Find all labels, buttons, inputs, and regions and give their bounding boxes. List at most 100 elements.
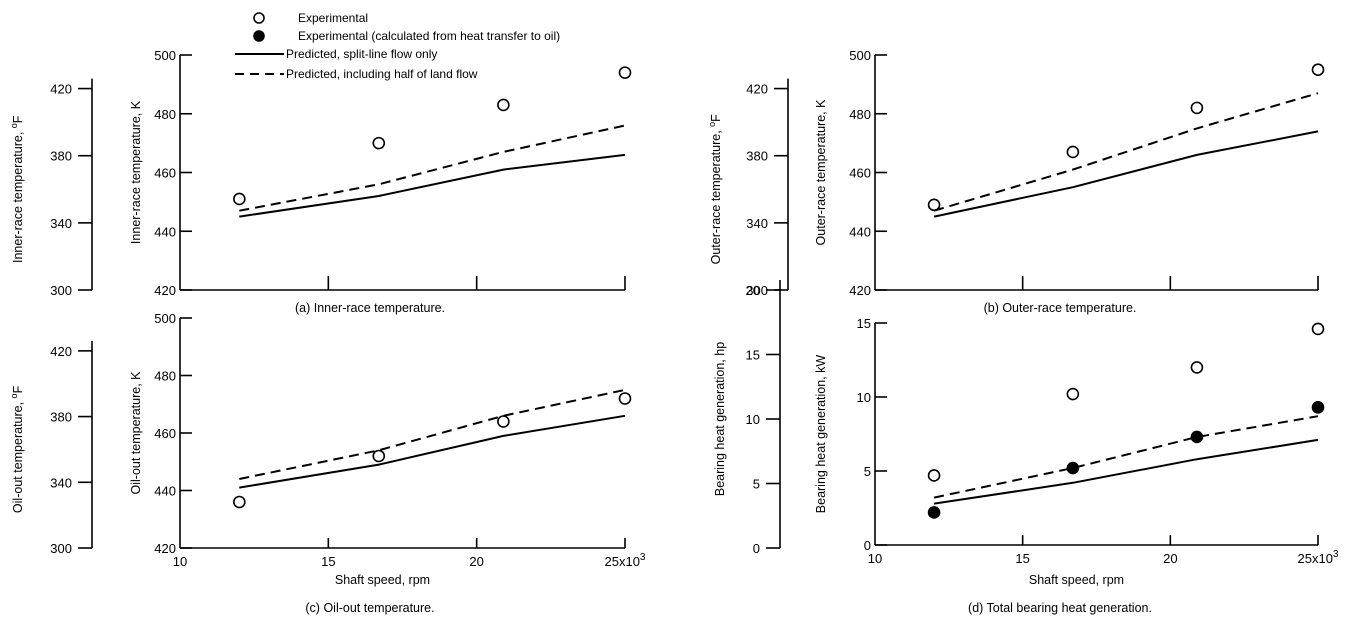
legend: Experimental Experimental (calculated fro… — [235, 11, 560, 81]
legend-item: Predicted, split-line flow only — [235, 47, 437, 61]
x-tick-label: 15 — [1015, 551, 1029, 566]
secondary-y-tick-label: 420 — [50, 344, 72, 359]
experimental-oil-point — [927, 506, 941, 519]
y-tick-label: 480 — [849, 107, 871, 122]
legend-label: Predicted, including half of land flow — [286, 67, 478, 81]
y-axis-label: Outer-race temperature, K — [814, 99, 828, 246]
panel-caption: (c) Oil-out temperature. — [305, 601, 434, 615]
predicted-split-line-flow-line — [239, 414, 626, 489]
secondary-y-axis-label: Oil-out temperature, oF — [9, 385, 25, 513]
experimental-point — [497, 98, 510, 112]
y-tick-label: 10 — [857, 390, 871, 405]
y-tick-label: 420 — [849, 283, 871, 298]
predicted-half-land-flow-line — [239, 388, 626, 480]
secondary-y-tick-label: 20 — [746, 283, 760, 298]
secondary-y-axis: 0 5 10 15 20 Bearing heat generation, hp — [713, 280, 781, 556]
experimental-point — [1190, 101, 1204, 115]
experimental-point — [618, 392, 632, 405]
y-tick-label: 460 — [849, 166, 871, 181]
x-tick-label: 20 — [469, 554, 483, 569]
experimental-oil-point — [1066, 461, 1080, 475]
x-tick-label: 20 — [1163, 551, 1177, 566]
y-tick-label: 440 — [154, 484, 176, 499]
y-tick-label: 420 — [154, 283, 176, 298]
experimental-point — [1311, 322, 1325, 336]
experimental-point — [1311, 63, 1325, 76]
secondary-y-tick-label: 300 — [50, 541, 72, 556]
predicted-half-land-flow-line — [933, 415, 1319, 499]
y-tick-label: 460 — [154, 166, 176, 181]
secondary-y-tick-label: 300 — [50, 283, 72, 298]
legend-item: Experimental (calculated from heat trans… — [253, 29, 560, 43]
panel-c: 420 440 460 480 500 10 15 20 25x103 Oil-out tempe… — [9, 311, 646, 615]
secondary-y-tick-label: 340 — [746, 216, 768, 231]
secondary-y-axis-label: Bearing heat generation, hp — [713, 342, 727, 496]
panel-caption: (a) Inner-race temperature. — [295, 301, 445, 315]
panel-caption: (b) Outer-race temperature. — [984, 301, 1137, 315]
secondary-y-axis: 300 340 380 420 Inner-race temperature, oF — [9, 78, 93, 298]
legend-filled-circle-marker — [253, 30, 265, 42]
experimental-point — [233, 192, 246, 206]
legend-item: Experimental — [253, 11, 368, 25]
x-tick-label: 25x103 — [1298, 549, 1339, 566]
experimental-point — [927, 469, 941, 482]
legend-label: Predicted, split-line flow only — [286, 47, 437, 61]
legend-label: Experimental (calculated from heat trans… — [298, 29, 560, 43]
predicted-split-line-flow-line — [933, 130, 1319, 218]
x-tick-label: 10 — [868, 551, 882, 566]
experimental-point — [1190, 361, 1204, 374]
secondary-y-tick-label: 300 — [746, 283, 768, 298]
secondary-y-axis: 300 340 380 420 Oil-out temperature, oF — [9, 340, 93, 556]
experimental-point — [618, 66, 632, 79]
legend-label: Experimental — [298, 11, 368, 25]
y-axis-label: Bearing heat generation, kW — [814, 355, 828, 514]
legend-item: Predicted, including half of land flow — [235, 67, 478, 81]
y-tick-label: 480 — [154, 369, 176, 384]
y-tick-label: 460 — [154, 426, 176, 441]
panel-b: 420 440 460 480 500 Outer-race temperature, K… — [707, 48, 1325, 315]
y-tick-label: 440 — [154, 224, 176, 239]
secondary-y-tick-label: 380 — [746, 149, 768, 164]
y-tick-label: 500 — [849, 48, 871, 63]
x-tick-label: 25x103 — [605, 552, 646, 569]
x-tick-label: 10 — [173, 554, 187, 569]
experimental-point — [372, 136, 386, 150]
experimental-point — [1066, 387, 1080, 401]
y-tick-label: 500 — [154, 48, 176, 63]
y-tick-label: 440 — [849, 224, 871, 239]
y-tick-label: 5 — [864, 464, 871, 479]
secondary-y-tick-label: 10 — [746, 412, 760, 427]
secondary-y-axis-label: Inner-race temperature, oF — [9, 115, 25, 263]
experimental-point — [233, 495, 246, 509]
y-tick-label: 500 — [154, 311, 176, 326]
y-tick-label: 420 — [154, 541, 176, 556]
secondary-y-tick-label: 5 — [753, 477, 760, 492]
predicted-half-land-flow-line — [933, 92, 1319, 212]
predicted-half-land-flow-line — [239, 124, 626, 212]
secondary-y-tick-label: 380 — [50, 410, 72, 425]
x-tick-label: 15 — [321, 554, 335, 569]
y-tick-label: 0 — [864, 538, 871, 553]
secondary-y-tick-label: 420 — [50, 82, 72, 97]
legend-open-circle-marker — [253, 12, 265, 24]
predicted-split-line-flow-line — [933, 438, 1319, 505]
secondary-y-axis: 300 340 380 420 Outer-race temperature, oF — [707, 78, 789, 298]
experimental-oil-point — [1311, 401, 1325, 414]
secondary-y-tick-label: 0 — [753, 541, 760, 556]
predicted-split-line-flow-line — [239, 153, 626, 218]
secondary-y-tick-label: 380 — [50, 149, 72, 164]
y-tick-label: 15 — [857, 316, 871, 331]
experimental-point — [497, 415, 510, 428]
panel-d: 0 5 10 15 10 15 20 25x103 Bearing heat generatio… — [713, 280, 1339, 615]
secondary-y-tick-label: 340 — [50, 475, 72, 490]
experimental-point — [1066, 145, 1080, 159]
panel-a: 420 440 460 480 500 Inner-race temperature, K… — [9, 48, 632, 315]
y-axis-label: Inner-race temperature, K — [129, 100, 143, 244]
secondary-y-tick-label: 340 — [50, 216, 72, 231]
panel-caption: (d) Total bearing heat generation. — [968, 601, 1152, 615]
secondary-y-tick-label: 15 — [746, 348, 760, 363]
x-axis-label: Shaft speed, rpm — [1029, 573, 1124, 587]
experimental-point — [372, 449, 386, 463]
secondary-y-axis-label: Outer-race temperature, oF — [707, 114, 723, 265]
